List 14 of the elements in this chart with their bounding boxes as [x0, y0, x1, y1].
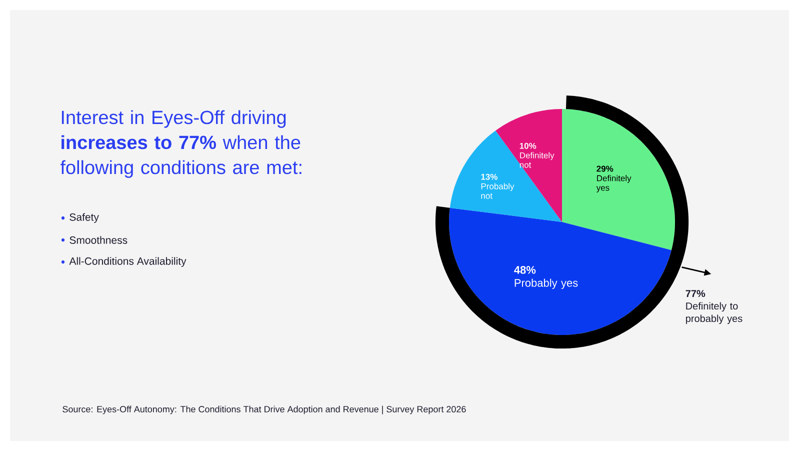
slice-label: Definitely yes — [596, 174, 632, 192]
text: All-Conditions Availability — [69, 257, 186, 267]
text: 77% Definitely to probably yes — [686, 290, 742, 324]
slice-label: Definitely not — [520, 152, 554, 168]
data-label: 13% — [481, 174, 498, 180]
data-label: 29% — [596, 166, 614, 172]
data-label: 48% — [514, 266, 536, 274]
text: Safety — [70, 213, 99, 223]
text: Smoothness — [70, 236, 128, 244]
slice-label: Probably yes — [514, 278, 578, 289]
text: Interest in Eyes-Off driving increases to 77% when the following conditions are met: — [60, 110, 302, 178]
slice-label: Probably not — [481, 183, 514, 199]
data-label: 10% — [520, 142, 536, 149]
source-note: Source: Eyes-Off Autonomy: The Conditions That Drive Adoption and Revenue | Survey Report 2026 — [62, 406, 466, 414]
